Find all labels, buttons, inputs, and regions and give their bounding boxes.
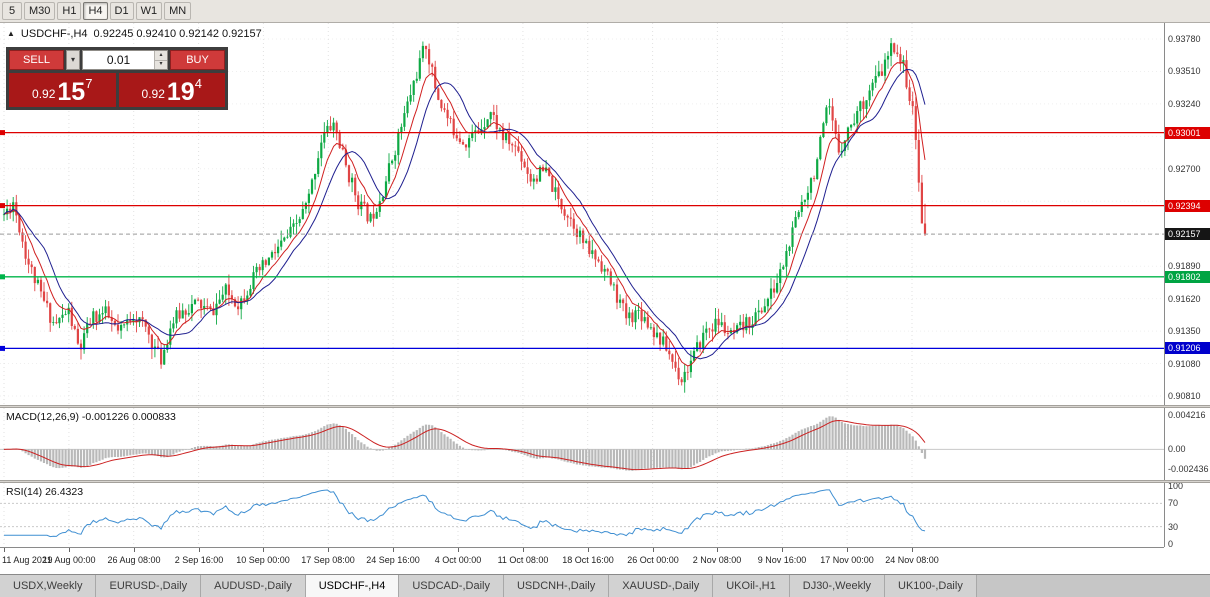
rsi-axis-label: 70: [1168, 498, 1179, 508]
rsi-panel[interactable]: RSI(14) 26.4323: [0, 483, 1164, 547]
tab-eurusd-daily[interactable]: EURUSD-,Daily: [96, 575, 202, 597]
buy-price-prefix: 0.92: [141, 87, 165, 101]
time-axis-label: 2 Sep 16:00: [174, 555, 224, 565]
macd-chart[interactable]: [0, 408, 1164, 480]
chart-tabbar: USDX,Weekly EURUSD-,Daily AUDUSD-,Daily …: [0, 574, 1210, 597]
tab-usdcnh-daily[interactable]: USDCNH-,Daily: [503, 575, 610, 597]
time-axis-label: 9 Nov 16:00: [757, 555, 807, 565]
tab-xauusd-daily[interactable]: XAUUSD-,Daily: [609, 575, 714, 597]
price-line-label: 0.92157: [1165, 228, 1210, 240]
sell-price-big: 15: [57, 78, 86, 106]
time-axis-label: 4 Oct 00:00: [434, 555, 482, 565]
timeframe-h4-button[interactable]: H4: [83, 2, 108, 20]
timeframe-w1-button[interactable]: W1: [135, 2, 163, 20]
price-line-label: 0.93001: [1165, 127, 1210, 139]
time-axis-label: 11 Aug 2021: [2, 555, 52, 565]
time-axis-label: 17 Sep 08:00: [301, 555, 355, 565]
macd-axis-label: 0.004216: [1168, 410, 1206, 420]
order-type-dropdown[interactable]: ▾: [66, 50, 80, 70]
timeframe-m5-button[interactable]: 5: [2, 2, 22, 20]
sell-price-prefix: 0.92: [32, 87, 56, 101]
panel-separator[interactable]: [0, 480, 1210, 483]
timeframe-toolbar: 5 M30 H1 H4 D1 W1 MN: [0, 0, 1210, 23]
time-axis-label: 24 Nov 08:00: [885, 555, 939, 565]
price-line-label: 0.91206: [1165, 342, 1210, 354]
lot-size-field: ▴ ▾: [82, 50, 168, 70]
rsi-label: RSI(14) 26.4323: [6, 486, 84, 498]
rsi-chart[interactable]: [0, 483, 1164, 547]
rsi-axis-label: 100: [1168, 481, 1184, 491]
time-axis-label: 26 Aug 08:00: [107, 555, 161, 565]
timeframe-mn-button[interactable]: MN: [164, 2, 192, 20]
time-axis-label: 26 Oct 00:00: [627, 555, 679, 565]
time-axis[interactable]: 11 Aug 2021 19 Aug 00:00 26 Aug 08:00 2 Sep…: [0, 547, 1164, 574]
rsi-axis-label: 0: [1168, 539, 1174, 549]
sell-price-pip: 7: [85, 76, 93, 91]
sell-price-display[interactable]: 0.92 15 7: [9, 73, 116, 107]
buy-price-display[interactable]: 0.92 19 4: [118, 73, 225, 107]
buy-price-big: 19: [166, 78, 195, 106]
price-axis-label: 0.92700: [1168, 164, 1201, 174]
price-axis-label: 0.91890: [1168, 261, 1201, 271]
price-axis-label: 0.93240: [1168, 99, 1201, 109]
tab-audusd-daily[interactable]: AUDUSD-,Daily: [201, 575, 306, 597]
lot-decrease-button[interactable]: ▾: [155, 60, 167, 69]
timeframe-d1-button[interactable]: D1: [109, 2, 134, 20]
panel-separator[interactable]: [0, 405, 1210, 408]
macd-axis-label: 0.00: [1168, 444, 1186, 454]
price-chart-panel[interactable]: ▲ USDCHF-,H4 0.92245 0.92410 0.92142 0.9…: [0, 23, 1164, 405]
time-axis-label: 19 Aug 00:00: [42, 555, 96, 565]
tab-uk100-daily[interactable]: UK100-,Daily: [885, 575, 977, 597]
time-axis-label: 17 Nov 00:00: [820, 555, 874, 565]
tab-usdcad-daily[interactable]: USDCAD-,Daily: [399, 575, 504, 597]
timeframe-m30-button[interactable]: M30: [24, 2, 56, 20]
price-axis[interactable]: 0.93780 0.93510 0.93240 0.92700 0.91890 0.916…: [1164, 23, 1210, 549]
price-line-label: 0.92394: [1165, 200, 1210, 212]
price-axis-label: 0.91620: [1168, 294, 1201, 304]
macd-axis-label: -0.002436: [1168, 464, 1209, 474]
price-line-label: 0.91802: [1165, 271, 1210, 283]
price-axis-label: 0.93510: [1168, 66, 1201, 76]
tab-dj30-weekly[interactable]: DJ30-,Weekly: [789, 575, 886, 597]
tab-ukoil-h1[interactable]: UKOil-,H1: [713, 575, 790, 597]
timeframe-h1-button[interactable]: H1: [57, 2, 82, 20]
tab-usdchf-h4[interactable]: USDCHF-,H4: [305, 575, 400, 597]
macd-panel[interactable]: MACD(12,26,9) -0.001226 0.000833: [0, 408, 1164, 480]
buy-price-pip: 4: [194, 76, 202, 91]
rsi-axis-label: 30: [1168, 522, 1179, 532]
price-axis-label: 0.91350: [1168, 326, 1201, 336]
lot-increase-button[interactable]: ▴: [155, 51, 167, 61]
chart-header: ▲ USDCHF-,H4 0.92245 0.92410 0.92142 0.9…: [7, 28, 262, 40]
sell-button[interactable]: SELL: [9, 50, 64, 70]
lot-spinner: ▴ ▾: [154, 51, 167, 69]
chart-symbol-label: USDCHF-,H4: [20, 28, 88, 40]
time-axis-label: 18 Oct 16:00: [562, 555, 614, 565]
buy-button[interactable]: BUY: [170, 50, 225, 70]
price-axis-label: 0.93780: [1168, 34, 1201, 44]
one-click-trading-widget: SELL ▾ ▴ ▾ BUY 0.92157: [6, 47, 228, 110]
time-axis-label: 24 Sep 16:00: [366, 555, 420, 565]
time-axis-label: 2 Nov 08:00: [692, 555, 742, 565]
chart-region: ▲ USDCHF-,H4 0.92245 0.92410 0.92142 0.9…: [0, 23, 1210, 574]
price-axis-label: 0.90810: [1168, 391, 1201, 401]
time-axis-label: 11 Oct 08:00: [497, 555, 549, 565]
quick-trade-toggle-icon[interactable]: ▲: [7, 29, 15, 38]
chevron-down-icon: ▾: [70, 55, 75, 64]
macd-label: MACD(12,26,9) -0.001226 0.000833: [6, 411, 176, 423]
lot-size-input[interactable]: [83, 51, 154, 69]
chart-ohlc-values: 0.92245 0.92410 0.92142 0.92157: [93, 28, 262, 40]
time-axis-label: 10 Sep 00:00: [236, 555, 290, 565]
tab-usdx-weekly[interactable]: USDX,Weekly: [0, 575, 97, 597]
price-axis-label: 0.91080: [1168, 359, 1201, 369]
candlestick-chart[interactable]: [0, 23, 1164, 405]
